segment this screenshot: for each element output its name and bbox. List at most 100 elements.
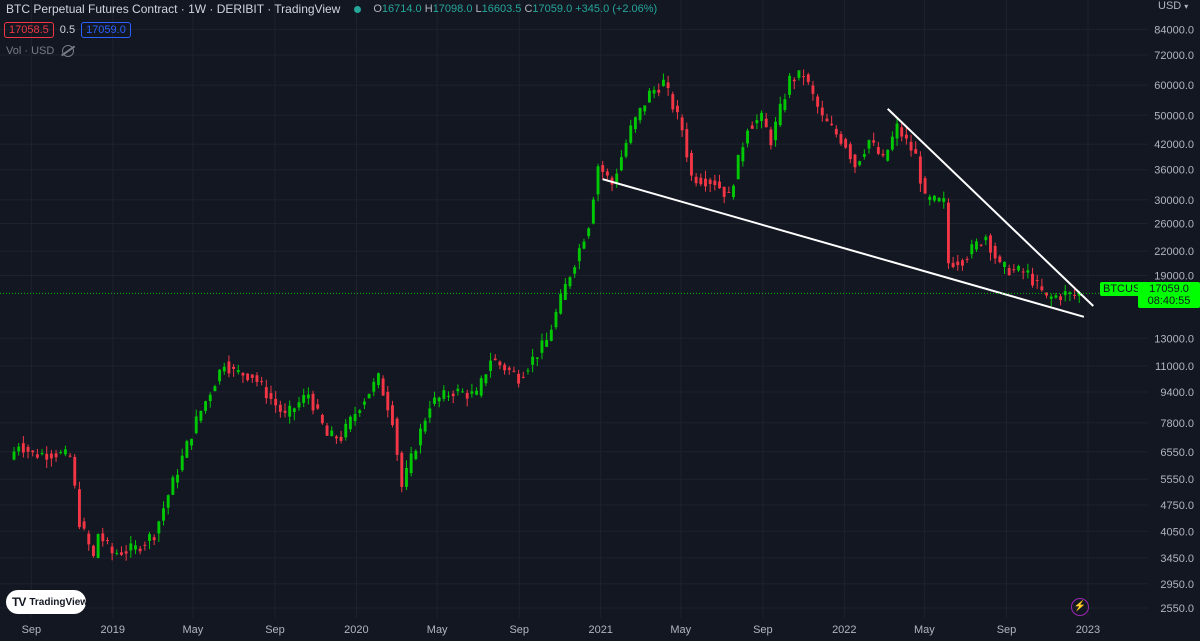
candle-body (152, 537, 156, 541)
volume-indicator[interactable]: Vol · USD (6, 45, 75, 57)
candle-body (419, 428, 422, 446)
candle-body (671, 94, 675, 110)
candle-body (1007, 268, 1011, 276)
market-status-icon[interactable] (354, 5, 362, 13)
candle-body (31, 450, 35, 453)
candle-body (647, 90, 651, 103)
tradingview-logo[interactable]: TV TradingView (6, 590, 88, 614)
candle-body (409, 453, 413, 474)
candle-body (428, 408, 432, 418)
candle-body (218, 369, 222, 382)
candle-body (208, 394, 212, 402)
upper-trendline[interactable] (887, 108, 1094, 307)
time-tick-label: Sep (997, 624, 1017, 636)
candle-body (853, 154, 857, 168)
candle-body (582, 241, 586, 249)
candle-body (979, 244, 983, 246)
candle-body (162, 508, 165, 521)
candle-body (699, 177, 703, 185)
candle-body (946, 202, 950, 264)
candle-body (297, 402, 301, 408)
price-tick-label: 60000.0 (1154, 80, 1194, 92)
candle-body (124, 551, 128, 554)
candle-body (909, 141, 913, 151)
candle-body (713, 180, 717, 186)
time-tick-label: 2019 (101, 624, 125, 636)
candle-body (951, 262, 955, 268)
candle-body (1040, 286, 1044, 291)
candle-body (166, 495, 170, 508)
price-tick-label: 19000.0 (1154, 270, 1194, 282)
price-tick-label: 4750.0 (1160, 500, 1194, 512)
candle-body (1059, 296, 1063, 300)
candle-body (414, 450, 418, 460)
buy-button[interactable]: 17059.0 (81, 22, 131, 38)
candle-body (858, 161, 862, 166)
time-axis[interactable]: Sep 2019 May Sep 2020 May Sep 2021 May Sep 2022 May… (22, 624, 1101, 636)
price-tick-label: 2550.0 (1160, 603, 1194, 615)
candle-body (1003, 261, 1006, 267)
candle-body (732, 185, 735, 198)
lightning-icon[interactable]: ⚡ (1071, 598, 1089, 616)
candle-body (746, 130, 749, 144)
candle-body (825, 118, 829, 122)
candle-body (661, 79, 665, 87)
candle-body (834, 128, 838, 135)
candle-body (676, 105, 679, 113)
candle-body (246, 373, 250, 381)
candle-body (461, 391, 464, 393)
candle-body (1054, 295, 1058, 298)
candle-body (12, 451, 16, 460)
candle-body (914, 149, 918, 154)
candle-body (760, 112, 763, 121)
candle-body (601, 165, 605, 172)
price-tick-label: 13000.0 (1154, 333, 1194, 345)
candle-body (816, 96, 820, 107)
candle-body (1077, 292, 1081, 296)
tradingview-icon: TV (12, 595, 26, 609)
candle-body (386, 391, 390, 411)
candle-body (204, 401, 208, 411)
candle-body (367, 393, 371, 399)
candle-body (615, 173, 619, 185)
time-tick-label: May (427, 624, 448, 636)
sell-button[interactable]: 17058.5 (4, 22, 54, 38)
candle-body (788, 75, 792, 95)
candle-body (764, 118, 768, 128)
candle-body (774, 121, 778, 141)
hide-eye-icon[interactable] (62, 45, 75, 57)
candle-body (91, 545, 95, 556)
candle-body (325, 425, 329, 436)
candle-body (348, 416, 352, 430)
price-tick-label: 36000.0 (1154, 165, 1194, 177)
candle-body (442, 390, 446, 399)
candle-body (531, 356, 535, 365)
candle-body (965, 258, 969, 260)
time-tick-label: May (670, 624, 691, 636)
lower-trendline[interactable] (602, 178, 1085, 318)
price-axis[interactable]: 84000.0 72000.0 60000.0 50000.0 42000.0 36000… (1154, 24, 1194, 615)
candle-body (624, 142, 628, 157)
candle-body (236, 370, 240, 373)
price-tick-label: 7800.0 (1160, 418, 1194, 430)
price-tick-label: 6550.0 (1160, 447, 1194, 459)
close-label: C (524, 3, 533, 15)
high-value: 17098.0 (432, 3, 473, 15)
candle-body (302, 395, 306, 403)
legend-header: BTC Perpetual Futures Contract · 1W · DE… (6, 2, 657, 16)
chart-title[interactable]: BTC Perpetual Futures Contract · 1W · DE… (6, 2, 341, 16)
price-tick-label: 30000.0 (1154, 195, 1194, 207)
candle-body (802, 76, 806, 78)
currency-selector[interactable]: USD ▾ (1158, 0, 1188, 12)
candle-body (54, 453, 58, 458)
candle-body (605, 171, 609, 176)
spread-value: 0.5 (59, 24, 76, 36)
candle-body (405, 467, 408, 487)
candle-body (736, 154, 740, 180)
candle-body (923, 178, 927, 194)
candle-body (666, 82, 670, 89)
trendlines[interactable] (602, 108, 1094, 318)
candle-body (115, 552, 119, 554)
candle-body (1021, 271, 1025, 273)
